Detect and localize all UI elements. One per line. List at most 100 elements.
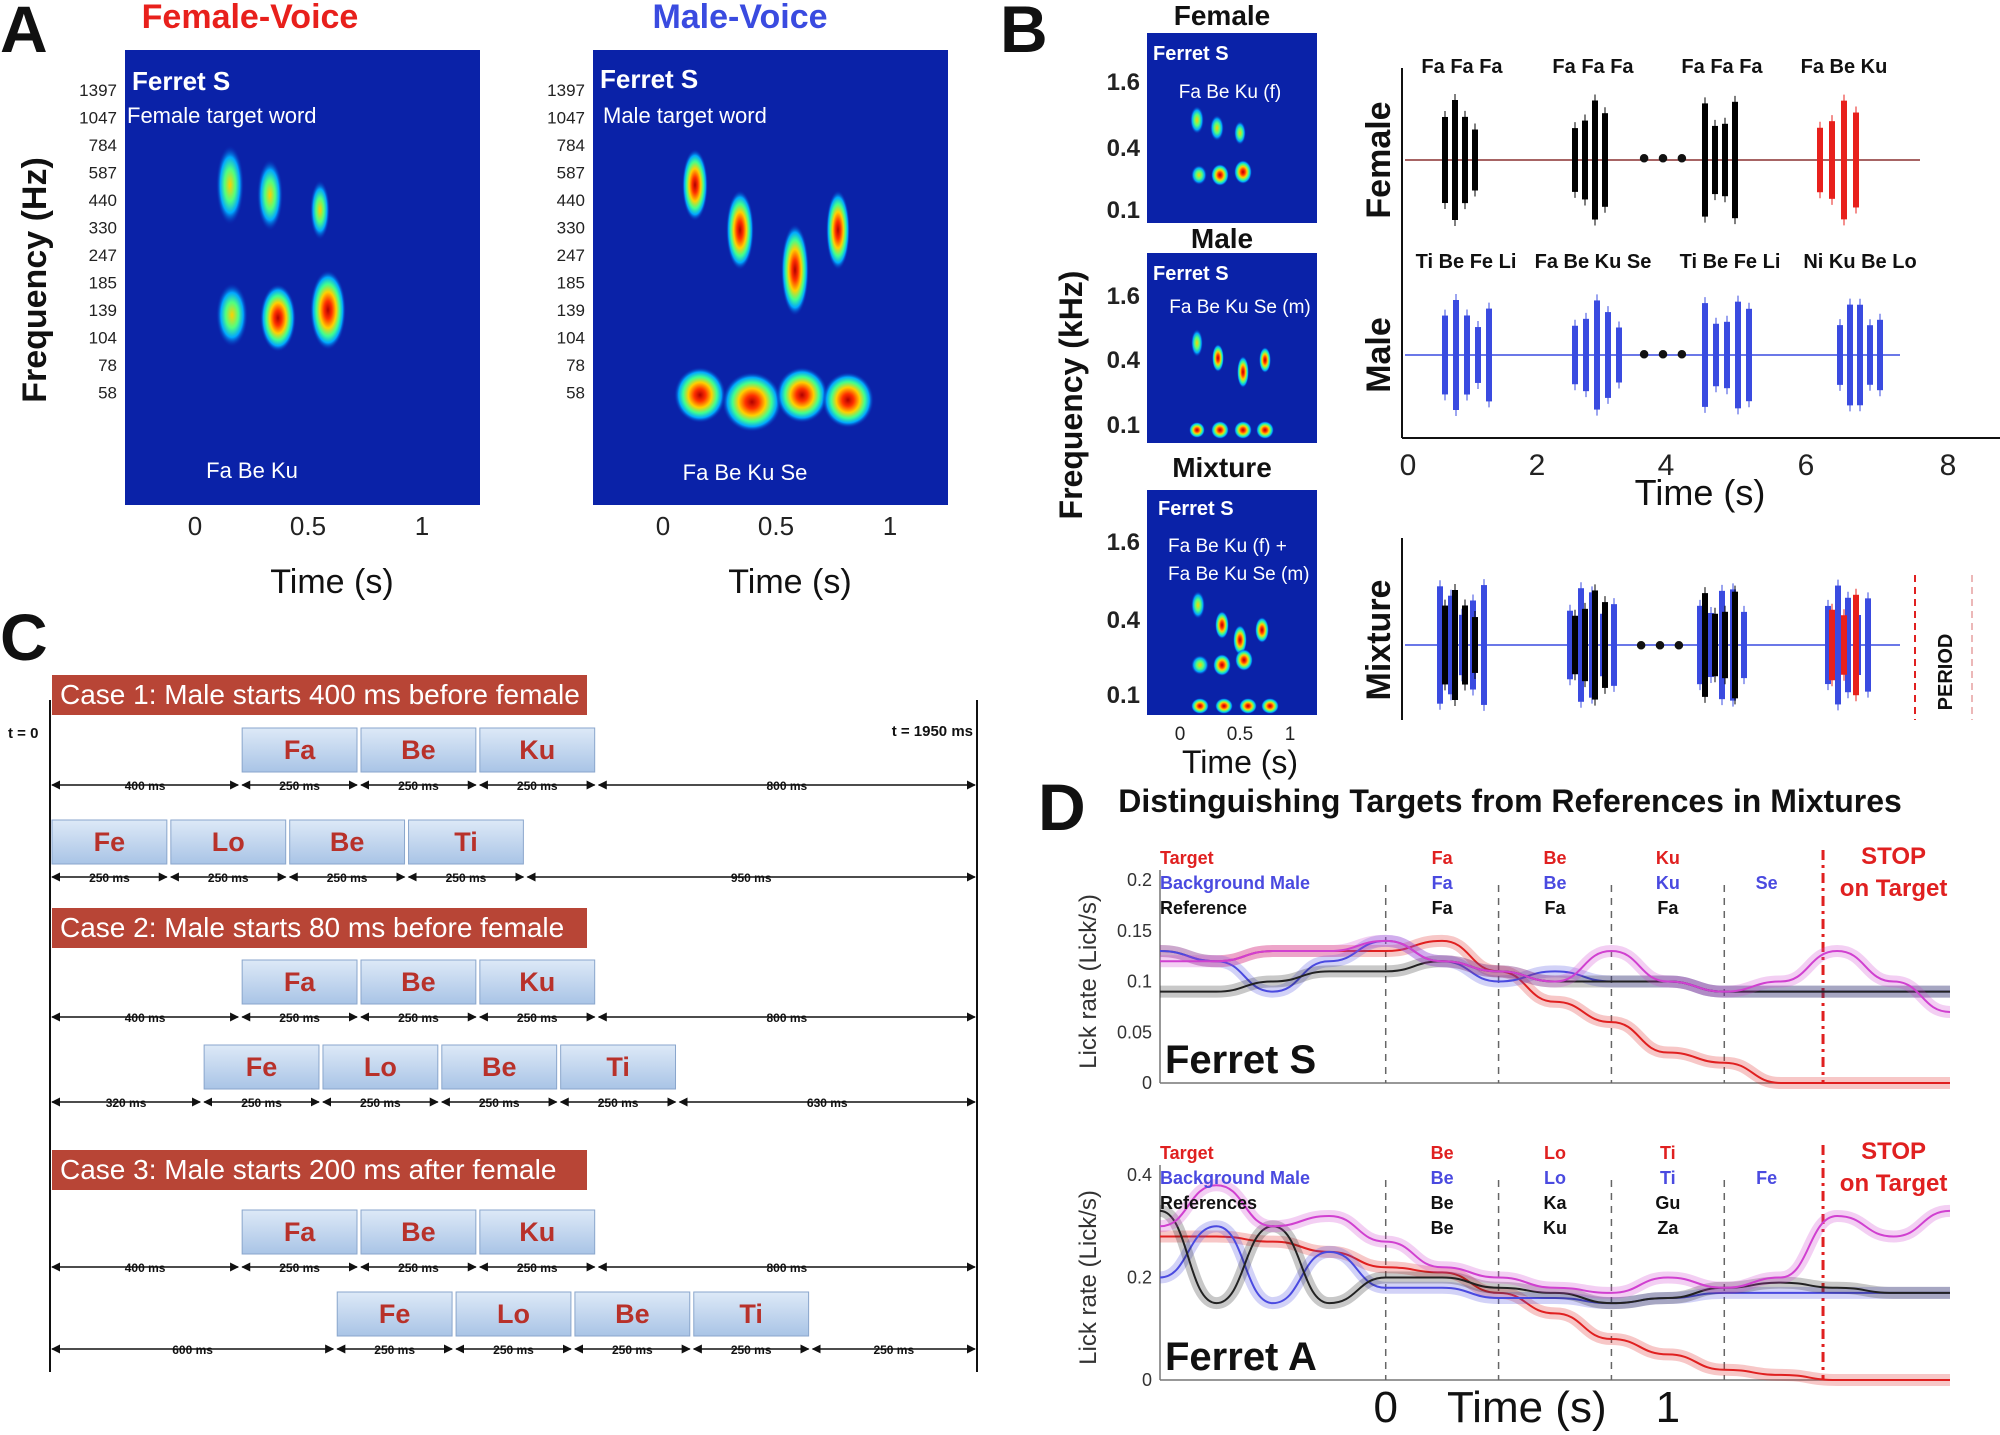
b-wave-xlabel: Time (s): [1635, 472, 1766, 513]
male-freq-ticks: 1397 1047 784 587 440 330 247 185 139 104 78 58: [547, 81, 585, 403]
c-male-syllable: Lo: [497, 1299, 530, 1329]
male-formant: [776, 367, 828, 423]
d-target-syllable: Be: [1543, 848, 1566, 868]
c-t0-label: t = 0: [8, 725, 38, 742]
male-time-ticks: 0 0.5 1: [656, 511, 897, 541]
c-case-title: Case 3: Male starts 200 ms after female: [60, 1154, 556, 1185]
d-legend-reference: References: [1160, 1193, 1257, 1213]
freq-tick-label: 1047: [79, 109, 117, 128]
freq-tick-label: 330: [89, 219, 117, 238]
c-male-syllable-box: [289, 819, 406, 865]
freq-tick-label: 440: [89, 191, 117, 210]
c-duration-label: 630 ms: [807, 1096, 848, 1110]
c-duration-label: 600 ms: [172, 1343, 213, 1357]
d-legend-background: Background Male: [1160, 1168, 1310, 1188]
b-freq-tick-label: 1.6: [1107, 529, 1140, 556]
b-formant: [1235, 649, 1253, 671]
b-male-word-2: Fa Be Ku Se: [1535, 251, 1652, 273]
b-formant: [1210, 115, 1224, 141]
time-tick-label: 1: [883, 511, 897, 541]
b-spec-time-tick: 0: [1175, 724, 1186, 745]
c-male-syllable: Be: [330, 827, 365, 857]
d-ytick-label: 0.2: [1127, 1268, 1152, 1288]
b-mix-spec-bg: [1147, 490, 1317, 715]
b-formant: [1189, 422, 1205, 438]
c-duration-label: 250 ms: [731, 1343, 772, 1357]
freq-tick-label: 440: [557, 191, 585, 210]
time-tick-label: 0.5: [758, 511, 794, 541]
female-formant: [216, 145, 244, 225]
c-duration-label: 250 ms: [327, 871, 368, 885]
male-xlabel: Time (s): [728, 563, 851, 601]
c-duration-label: 250 ms: [279, 1261, 320, 1275]
male-formant: [826, 190, 850, 270]
freq-tick-label: 104: [89, 329, 117, 348]
male-formant: [726, 190, 754, 270]
c-male-syllable: Be: [615, 1299, 650, 1329]
c-duration-label: 800 ms: [766, 1261, 807, 1275]
d-ytick-label: 0.4: [1127, 1165, 1152, 1185]
c-duration-label: 250 ms: [374, 1343, 415, 1357]
d-reference-syllable: Ku: [1543, 1218, 1567, 1238]
female-formant: [310, 180, 330, 240]
c-duration-label: 250 ms: [398, 1261, 439, 1275]
b-freq-ticks: 1.6 0.4 0.1 1.6 0.4 0.1 1.6 0.4 0.1: [1107, 69, 1141, 709]
d-reference-syllable: Fa: [1544, 898, 1566, 918]
b-freq-tick-label: 0.1: [1107, 682, 1140, 709]
c-female-syllable: Ku: [519, 735, 555, 765]
c-duration-label: 250 ms: [479, 1096, 520, 1110]
b-formant: [1233, 625, 1247, 655]
b-male-spectrogram: Ferret S Fa Be Ku Se (m): [1147, 253, 1317, 443]
b-male-word-3: Ti Be Fe Li: [1680, 251, 1781, 273]
d-stop-label: STOP: [1861, 843, 1926, 870]
b-female-word-4: Fa Be Ku: [1801, 56, 1888, 78]
b-mix-word-1: Fa Be Ku (f) +: [1168, 536, 1287, 557]
b-formant: [1211, 164, 1229, 186]
d-series-line: [1159, 1225, 1950, 1305]
c-male-syllable-box: [322, 1044, 439, 1090]
c-female-syllable-box: [241, 727, 358, 773]
female-formant: [310, 270, 346, 350]
freq-tick-label: 247: [89, 246, 117, 265]
panel-a-letter: A: [0, 0, 48, 66]
b-period-label: PERIOD: [1935, 634, 1957, 711]
d-xtick-label: 0: [1373, 1383, 1397, 1432]
c-case-title: Case 2: Male starts 80 ms before female: [60, 912, 564, 943]
c-female-syllable: Be: [401, 1217, 436, 1247]
c-duration-label: 800 ms: [766, 779, 807, 793]
d-charts: 0.2 0.15 0.1 0.05 0 Target Background Male Refe…: [1075, 843, 1951, 1432]
b-freq-tick-label: 1.6: [1107, 283, 1140, 310]
b-mix-ferret: Ferret S: [1158, 498, 1234, 520]
d-series-line: [1159, 1184, 1951, 1294]
c-female-syllable-box: [479, 727, 596, 773]
female-target-label: Female target word: [127, 103, 317, 128]
b-formant: [1261, 698, 1279, 714]
b-ylabel: Frequency (kHz): [1053, 271, 1089, 520]
c-female-syllable: Ku: [519, 1217, 555, 1247]
d-ylabel: Lick rate (Lick/s): [1075, 894, 1102, 1069]
c-female-syllable-box: [479, 1209, 596, 1255]
b-row-mixture: Mixture: [1360, 580, 1398, 701]
b-spec-time-tick: 0.5: [1227, 724, 1253, 745]
freq-tick-label: 139: [557, 301, 585, 320]
c-duration-label: 250 ms: [873, 1343, 914, 1357]
c-male-syllable-box: [693, 1291, 810, 1337]
d-background-syllable: Be: [1543, 873, 1566, 893]
d-reference-syllable: Ka: [1543, 1193, 1567, 1213]
d-xlabel: Time (s): [1447, 1383, 1607, 1432]
b-waveforms: [1437, 94, 1883, 711]
panel-c: C t = 0 t = 1950 ms Case 1: Male starts …: [0, 600, 978, 1372]
c-duration-label: 250 ms: [612, 1343, 653, 1357]
freq-tick-label: 1397: [79, 81, 117, 100]
b-formant: [1191, 698, 1209, 714]
female-spectrogram-bg: [125, 50, 480, 505]
male-formant: [682, 149, 708, 221]
female-voice-heading: Female-Voice: [142, 0, 359, 36]
d-series-line: [1159, 1209, 1950, 1305]
c-male-syllable-box: [408, 819, 524, 865]
freq-tick-label: 185: [89, 274, 117, 293]
b-female-spectrogram: Ferret S Fa Be Ku (f): [1147, 33, 1317, 223]
male-target-label: Male target word: [603, 103, 767, 128]
d-reference-syllable: Fa: [1432, 898, 1454, 918]
d-background-syllable: Fe: [1756, 1168, 1777, 1188]
